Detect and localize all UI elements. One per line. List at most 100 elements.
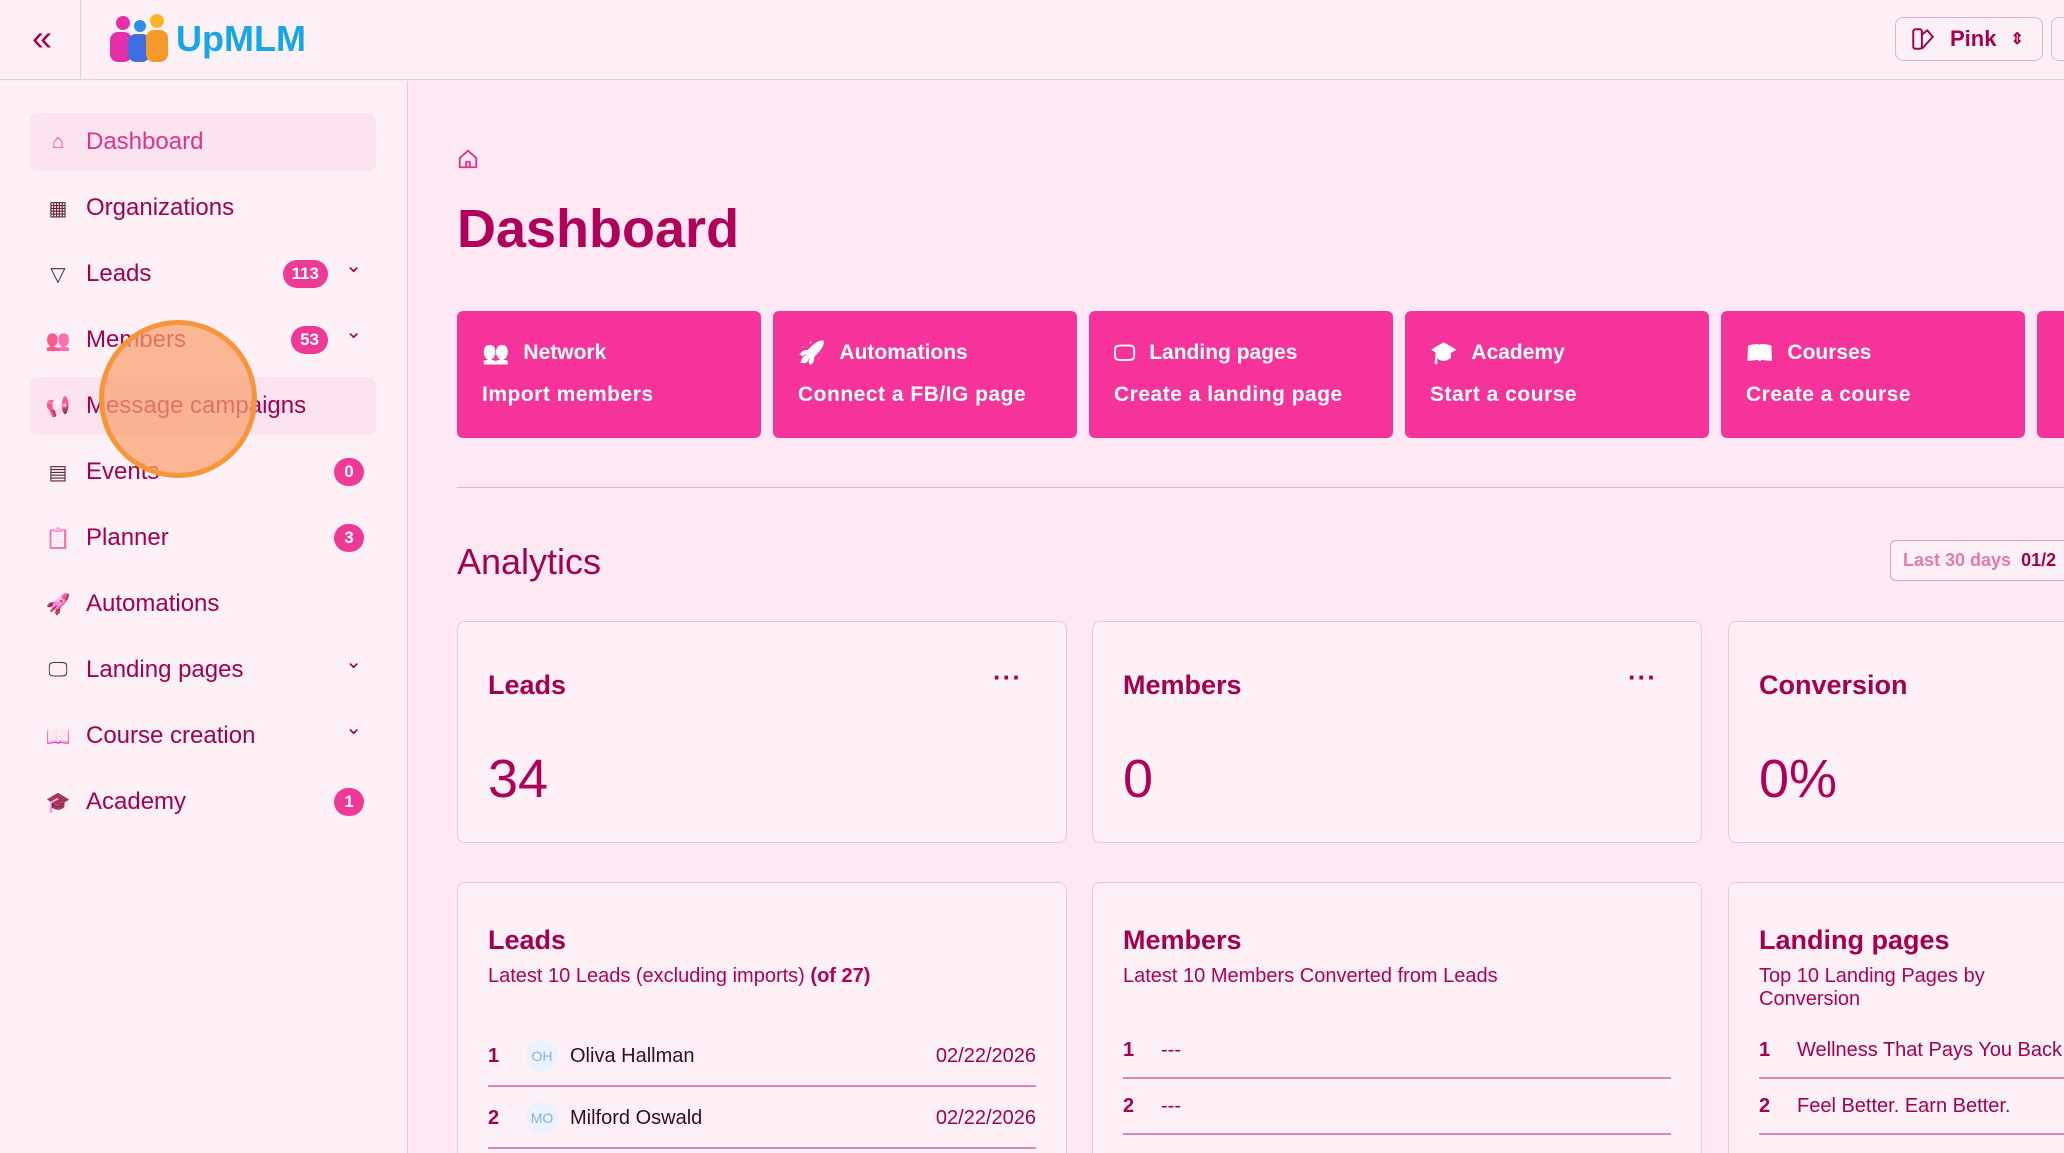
calendar-icon: ▤	[48, 461, 68, 484]
lead-name: Oliva Hallman	[570, 1044, 695, 1067]
list-item: 1 ---	[1123, 1023, 1671, 1079]
list-item[interactable]: 1 OH Oliva Hallman 02/22/2026	[488, 1027, 1036, 1087]
megaphone-icon: 📢	[45, 395, 71, 418]
landing-page-name: Feel Better. Earn Better.	[1797, 1094, 2011, 1117]
stat-card-members: Members ··· 0	[1092, 621, 1702, 843]
page-title: Dashboard	[457, 199, 740, 259]
action-subtitle: Create a landing page	[1114, 383, 1343, 406]
graduation-cap-icon: 🎓	[45, 791, 71, 814]
count-badge: 0	[334, 458, 364, 486]
subtitle-text: Latest 10 Leads (excluding imports)	[488, 965, 805, 987]
rank: 2	[488, 1106, 500, 1129]
collapse-sidebar-button[interactable]: «	[31, 17, 53, 58]
action-subtitle: Import members	[482, 383, 654, 406]
members-list-card: Members Latest 10 Members Converted from…	[1092, 882, 1702, 1153]
click-indicator	[99, 320, 257, 478]
chevron-down-icon[interactable]: ⌄	[345, 321, 362, 343]
more-options-icon[interactable]: ···	[1628, 662, 1657, 692]
landing-page-name: Wellness That Pays You Back	[1797, 1038, 2062, 1061]
action-title: Network	[523, 341, 607, 364]
stat-value: 0%	[1759, 749, 1838, 809]
sidebar-item-label: Landing pages	[86, 656, 244, 683]
sidebar	[0, 81, 408, 1153]
member-name: ---	[1161, 1038, 1181, 1061]
card-subtitle: Top 10 Landing Pages by Conversion	[1759, 965, 1985, 1010]
stat-value: 34	[488, 749, 549, 809]
sidebar-item-academy[interactable]: 🎓 Academy 1	[30, 773, 376, 831]
card-title: Members	[1123, 925, 1242, 955]
quick-action-network[interactable]: 👥 Network Import members	[457, 311, 761, 438]
date-range-filter[interactable]: Last 30 days 01/2	[1890, 540, 2064, 581]
quick-action-landing-pages[interactable]: 🖵 Landing pages Create a landing page	[1089, 311, 1393, 438]
breadcrumb-home-icon[interactable]	[457, 148, 479, 170]
rank: 2	[1759, 1094, 1771, 1117]
action-title: Academy	[1471, 341, 1565, 364]
sidebar-item-dashboard[interactable]: ⌂ Dashboard	[30, 113, 376, 171]
lead-date: 02/22/2026	[935, 1044, 1036, 1067]
book-icon: 📖	[1746, 340, 1774, 365]
sidebar-item-organizations[interactable]: ▦ Organizations	[30, 179, 376, 237]
stat-value: 0	[1123, 749, 1154, 809]
logo[interactable]: UpMLM	[110, 14, 306, 64]
list-item[interactable]: 1 Wellness That Pays You Back	[1759, 1023, 2064, 1079]
quick-action-automations[interactable]: 🚀 Automations Connect a FB/IG page	[773, 311, 1077, 438]
stat-label: Leads	[488, 670, 567, 700]
chevron-down-icon[interactable]: ⌄	[345, 717, 362, 739]
sidebar-item-label: Leads	[86, 260, 152, 287]
action-subtitle: Start a course	[1430, 383, 1578, 406]
action-title: Courses	[1787, 341, 1872, 364]
lead-name: Milford Oswald	[570, 1106, 703, 1129]
clipboard-icon: 📋	[45, 527, 71, 550]
rocket-icon: 🚀	[798, 340, 826, 365]
stat-label: Conversion	[1759, 670, 1908, 700]
card-subtitle: Latest 10 Members Converted from Leads	[1123, 965, 1498, 987]
rank: 2	[1123, 1094, 1135, 1117]
count-badge: 1	[334, 788, 364, 816]
card-title: Landing pages	[1759, 925, 1950, 955]
action-title: Landing pages	[1149, 341, 1298, 364]
chevron-down-icon[interactable]: ⌄	[345, 255, 362, 277]
list-item[interactable]: 2 Feel Better. Earn Better.	[1759, 1079, 2064, 1135]
users-icon: 👥	[45, 329, 71, 352]
sidebar-item-label: Academy	[86, 788, 187, 815]
date-range-value: 01/2	[2021, 550, 2057, 570]
stat-card-conversion: Conversion 0%	[1728, 621, 2064, 843]
more-options-icon[interactable]: ···	[993, 662, 1022, 692]
member-name: ---	[1161, 1094, 1181, 1117]
rank: 1	[1759, 1038, 1771, 1061]
sidebar-item-automations[interactable]: 🚀 Automations	[30, 575, 376, 633]
quick-action-academy[interactable]: 🎓 Academy Start a course	[1405, 311, 1709, 438]
rank: 1	[488, 1044, 500, 1067]
analytics-heading: Analytics	[457, 541, 602, 582]
count-badge: 53	[291, 326, 328, 354]
sidebar-item-label: Planner	[86, 524, 169, 551]
sidebar-item-label: Organizations	[86, 194, 235, 221]
list-item[interactable]: 2 MO Milford Oswald 02/22/2026	[488, 1089, 1036, 1149]
header-button[interactable]	[2051, 17, 2064, 61]
funnel-icon: ▽	[50, 263, 66, 286]
sidebar-item-course-creation[interactable]: 📖 Course creation ⌄	[30, 707, 376, 765]
avatar: MO	[526, 1102, 558, 1134]
chevron-down-icon[interactable]: ⌄	[345, 651, 362, 673]
logo-icon	[110, 14, 168, 64]
sidebar-item-label: Dashboard	[86, 128, 204, 155]
sidebar-item-leads[interactable]: ▽ Leads 113 ⌄	[30, 245, 376, 303]
theme-select[interactable]: Pink ⇕	[1895, 17, 2043, 61]
action-title: Automations	[839, 341, 968, 364]
action-subtitle: Connect a FB/IG page	[798, 383, 1027, 406]
monitor-icon: 🖵	[48, 658, 68, 681]
graduation-cap-icon: 🎓	[1430, 340, 1458, 365]
theme-label: Pink	[1950, 26, 1997, 51]
quick-action-more[interactable]	[2037, 311, 2064, 438]
divider	[457, 487, 2064, 488]
sidebar-item-label: Course creation	[86, 722, 256, 749]
stat-card-leads: Leads ··· 34	[457, 621, 1067, 843]
sidebar-item-planner[interactable]: 📋 Planner 3	[30, 509, 376, 567]
monitor-icon: 🖵	[1114, 340, 1136, 365]
action-subtitle: Create a course	[1746, 383, 1912, 406]
rank: 1	[1123, 1038, 1135, 1061]
quick-action-courses[interactable]: 📖 Courses Create a course	[1721, 311, 2025, 438]
brand-name: UpMLM	[176, 18, 306, 59]
sidebar-item-landing-pages[interactable]: 🖵 Landing pages ⌄	[30, 641, 376, 699]
home-icon: ⌂	[51, 130, 65, 153]
